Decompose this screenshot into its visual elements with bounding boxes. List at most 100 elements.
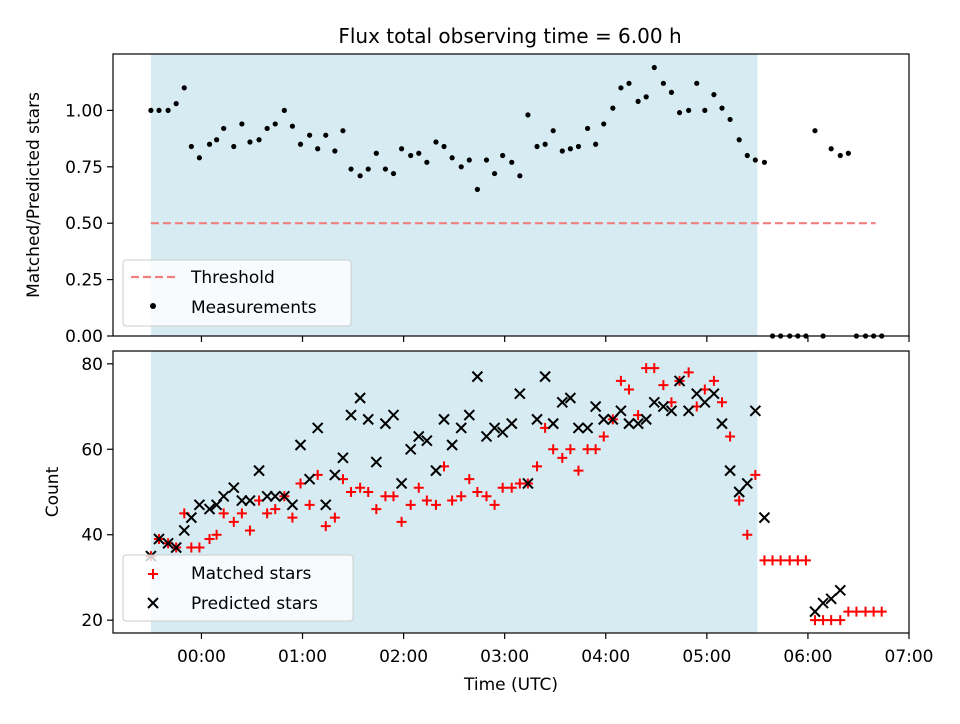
matched-star-point	[590, 444, 601, 455]
measurement-point	[289, 123, 296, 129]
predicted-star-point	[471, 370, 484, 383]
measurement-point	[466, 157, 472, 163]
matched-star-point	[734, 495, 745, 506]
measurement-point	[828, 146, 834, 152]
matched-star-point	[236, 508, 247, 519]
predicted-star-point	[522, 477, 534, 490]
measurement-point	[744, 152, 750, 159]
predicted-star-point	[244, 494, 256, 507]
measurement-point	[206, 141, 213, 147]
predicted-star-point	[615, 405, 627, 417]
measurement-point	[719, 105, 725, 111]
matched-star-point	[876, 606, 887, 617]
count-legend-box	[122, 554, 354, 622]
matched-star-point	[396, 516, 407, 527]
measurement-point	[618, 85, 624, 91]
measurement-point	[711, 92, 717, 98]
predicted-star-point	[294, 439, 307, 451]
matched-star-point	[218, 508, 229, 519]
predicted-star-point	[708, 388, 720, 400]
predicted-star-point	[217, 490, 230, 502]
legend-predicted-swatch	[147, 597, 159, 609]
measurement-point	[660, 80, 666, 86]
matched-star-point	[826, 615, 837, 626]
measurement-point	[458, 164, 464, 170]
x-tick-label: 04:00	[581, 647, 630, 667]
matched-star-point	[464, 474, 475, 485]
matched-star-point	[270, 504, 281, 515]
measurement-point	[424, 159, 430, 165]
measurement-point	[214, 137, 220, 143]
legend-predicted-label: Predicted stars	[191, 594, 318, 614]
x-tick-label: 02:00	[379, 647, 428, 667]
ratio-panel-frame	[112, 53, 910, 337]
predicted-star-point	[153, 533, 165, 545]
predicted-star-point	[640, 413, 652, 426]
matched-star-point	[363, 487, 374, 497]
x-tick-label: 07:00	[885, 647, 934, 667]
matched-star-point	[329, 512, 340, 523]
measurement-point	[239, 121, 245, 127]
predicted-star-point	[741, 477, 753, 490]
predicted-star-point	[286, 499, 299, 511]
x-tick-label: 03:00	[480, 647, 529, 667]
measurement-point	[156, 107, 162, 113]
matched-star-point	[750, 469, 761, 480]
matched-star-point	[304, 499, 315, 510]
matched-star-point	[557, 452, 568, 463]
measurement-point	[534, 143, 540, 150]
matched-star-point	[708, 375, 719, 386]
predicted-star-point	[598, 413, 610, 426]
count-series	[145, 363, 887, 626]
matched-star-point	[320, 521, 331, 532]
predicted-star-point	[581, 422, 594, 434]
matched-star-point	[506, 482, 517, 493]
predicted-star-point	[446, 439, 458, 451]
measurement-point	[567, 146, 573, 152]
predicted-star-point	[623, 417, 635, 430]
predicted-star-point	[311, 422, 324, 434]
matched-star-point	[472, 487, 483, 497]
measurement-point	[433, 139, 439, 145]
predicted-star-point	[488, 422, 501, 434]
predicted-star-point	[463, 409, 476, 421]
matched-star-point	[194, 542, 205, 553]
measurement-point	[752, 157, 758, 163]
predicted-star-point	[362, 413, 374, 426]
predicted-star-point	[185, 511, 198, 524]
predicted-star-point	[337, 452, 349, 464]
matched-star-point	[413, 482, 424, 493]
predicted-star-point	[589, 400, 602, 413]
legend-measurements-label: Measurements	[191, 298, 317, 318]
measurement-point	[357, 173, 363, 179]
measurement-point	[340, 128, 346, 134]
measurement-point	[584, 125, 591, 132]
measurement-point	[272, 121, 278, 127]
matched-star-point	[346, 487, 357, 497]
measurement-point	[474, 186, 480, 192]
legend-threshold-label: Threshold	[190, 268, 275, 288]
legend-x-marker	[147, 597, 159, 609]
matched-star-point	[211, 529, 222, 540]
y-tick-label: 20	[81, 611, 103, 631]
matched-star-point	[421, 495, 432, 506]
predicted-star-point	[193, 499, 206, 511]
measurement-point	[837, 152, 843, 159]
predicted-star-point	[572, 422, 585, 434]
matched-star-point	[717, 397, 728, 408]
measurement-point	[256, 137, 262, 143]
measurement-point	[643, 94, 649, 100]
y-tick-label: 60	[81, 440, 103, 460]
predicted-star-point	[395, 477, 408, 490]
predicted-star-point	[817, 597, 829, 609]
matched-star-point	[497, 482, 508, 493]
matched-star-point	[295, 478, 306, 489]
predicted-star-point	[345, 409, 357, 421]
x-tick-label: 00:00	[177, 647, 226, 667]
measurement-point	[348, 166, 354, 172]
predicted-star-point	[236, 494, 248, 507]
ratio-y-axis-label: Matched/Predicted stars	[24, 92, 44, 298]
matched-star-point	[615, 375, 626, 386]
measurement-point	[694, 80, 700, 86]
